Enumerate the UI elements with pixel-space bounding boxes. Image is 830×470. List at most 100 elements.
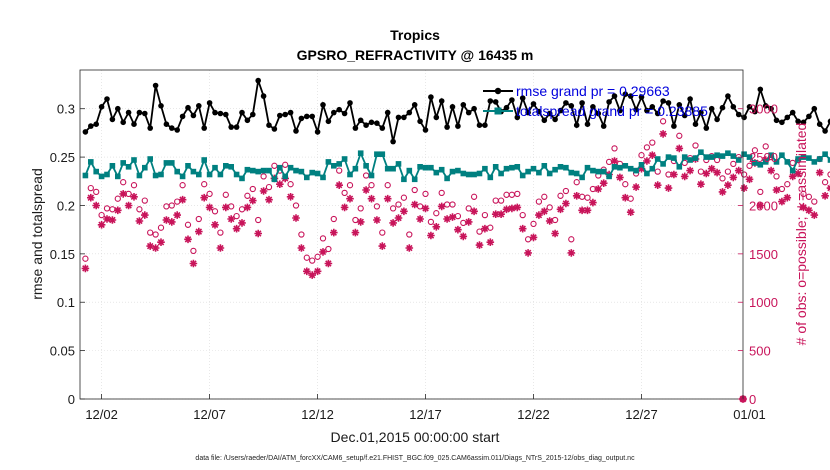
obs-assimilated-point	[92, 201, 100, 210]
rmse-point	[827, 118, 830, 125]
totalspread-point	[228, 164, 234, 170]
totalspread-point	[600, 168, 607, 175]
totalspread-point	[131, 157, 137, 163]
obs-assimilated-point	[680, 172, 689, 181]
obs-possible-point	[438, 189, 445, 197]
rmse-point	[552, 116, 558, 123]
rmse-point	[617, 107, 623, 114]
rmse-point	[282, 111, 289, 118]
obs-possible-point	[406, 231, 413, 238]
obs-assimilated-point	[707, 164, 716, 173]
rmse-point	[125, 109, 132, 116]
obs-assimilated-point	[421, 204, 430, 213]
obs-possible-point	[211, 208, 219, 215]
obs-possible-point	[265, 183, 273, 191]
totalspread-point	[125, 164, 132, 170]
totalspread-point	[536, 169, 542, 176]
obs-possible-point	[319, 235, 327, 242]
totalspread-point	[546, 170, 553, 177]
totalspread-point	[671, 155, 677, 161]
y-tick-label: 0.05	[50, 344, 75, 359]
totalspread-point	[201, 157, 207, 163]
totalspread-point	[336, 161, 342, 167]
totalspread-point	[660, 161, 666, 167]
obs-assimilated-point	[702, 169, 711, 178]
totalspread-point	[698, 149, 704, 155]
totalspread-point	[703, 154, 710, 160]
obs-assimilated-point	[259, 187, 268, 195]
obs-possible-point	[465, 205, 472, 212]
obs-possible-point	[357, 205, 364, 212]
obs-possible-point	[114, 195, 121, 202]
rmse-point	[665, 100, 672, 106]
obs-assimilated-point	[200, 193, 208, 202]
rmse-point	[476, 122, 483, 128]
obs-possible-point	[228, 203, 235, 210]
rmse-point	[487, 98, 494, 104]
obs-possible-point	[325, 245, 332, 253]
obs-assimilated-point	[367, 194, 376, 203]
totalspread-point	[320, 174, 326, 181]
totalspread-point	[681, 154, 688, 160]
rmse-point	[563, 100, 569, 106]
legend: rmse grand pr = 0.29663 totalspread gran…	[483, 83, 708, 119]
totalspread-point	[638, 162, 645, 168]
footer-data-file: data file: /Users/raeder/DAI/ATM_forcXX/…	[195, 455, 635, 462]
totalspread-point	[352, 165, 359, 172]
totalspread-point	[627, 165, 634, 172]
rmse-point	[460, 102, 467, 108]
rmse-point	[98, 104, 105, 110]
obs-assimilated-point	[389, 219, 397, 227]
totalspread-point	[115, 173, 121, 180]
rmse-point	[816, 121, 823, 127]
rmse-point	[757, 86, 764, 93]
obs-assimilated-point	[162, 216, 171, 224]
obs-assimilated-point	[637, 164, 646, 173]
obs-possible-point	[330, 215, 337, 223]
totalspread-point	[579, 174, 585, 181]
totalspread-point	[185, 163, 191, 169]
x-tick-label: 12/27	[625, 407, 658, 422]
y-right-tick-label: 2500	[749, 150, 778, 165]
rmse-point	[93, 121, 99, 127]
obs-possible-point	[627, 195, 634, 202]
obs-assimilated-point	[572, 192, 581, 200]
totalspread-point	[314, 170, 321, 177]
rmse-point	[163, 121, 170, 127]
totalspread-point	[277, 164, 283, 171]
totalspread-point	[363, 163, 369, 169]
obs-possible-point	[309, 257, 316, 264]
obs-assimilated-point	[351, 228, 360, 237]
rmse-point	[401, 114, 407, 121]
rmse-point	[660, 98, 666, 104]
obs-possible-point	[233, 212, 240, 220]
totalspread-point	[503, 165, 510, 172]
totalspread-point	[509, 164, 515, 171]
rmse-point	[444, 124, 450, 130]
rmse-point	[482, 122, 488, 128]
totalspread-point	[498, 170, 504, 177]
totalspread-point	[789, 167, 796, 174]
totalspread-point	[136, 172, 143, 179]
obs-assimilated-point	[551, 229, 559, 238]
obs-possible-point	[719, 175, 726, 182]
obs-possible-point	[827, 171, 830, 178]
totalspread-point	[773, 159, 780, 165]
rmse-point	[698, 109, 704, 116]
totalspread-point	[438, 166, 445, 173]
rmse-point	[773, 117, 780, 124]
totalspread-point	[271, 176, 278, 183]
rmse-point	[201, 125, 207, 131]
obs-assimilated-point	[292, 214, 300, 222]
rmse-point	[384, 109, 391, 116]
rmse-point	[530, 101, 537, 107]
rmse-point	[687, 96, 693, 102]
rmse-point	[525, 109, 531, 116]
totalspread-point	[784, 159, 791, 165]
y-tick-label: 0.3	[57, 102, 75, 117]
obs-assimilated-point	[286, 193, 295, 201]
obs-assimilated-point	[481, 224, 489, 233]
totalspread-point	[223, 163, 229, 169]
obs-possible-point	[184, 221, 192, 228]
